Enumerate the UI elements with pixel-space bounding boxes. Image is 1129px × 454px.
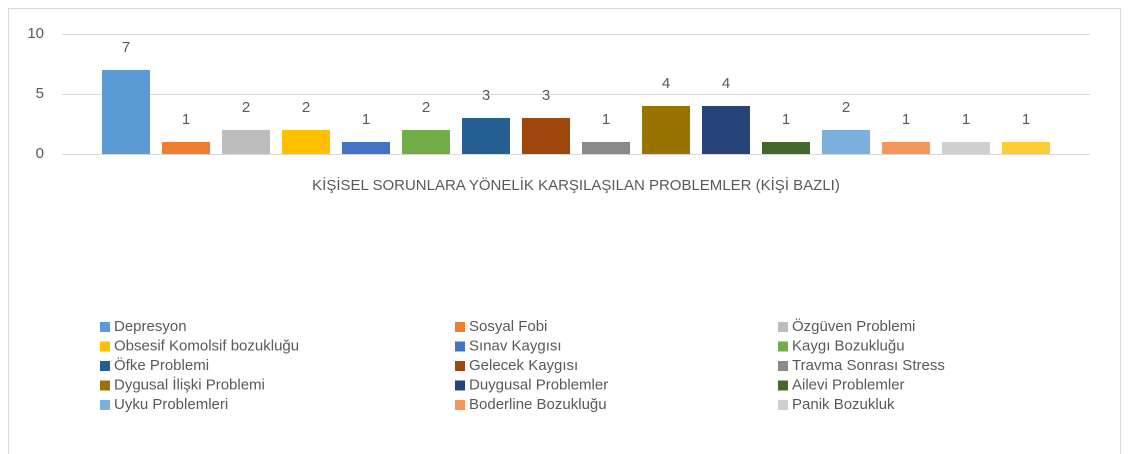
value-label: 2 (302, 99, 310, 116)
legend-swatch (455, 361, 465, 371)
legend-label: Gelecek Kaygısı (469, 357, 578, 374)
value-label: 2 (842, 99, 850, 116)
value-label: 1 (1022, 111, 1030, 128)
legend-label: Boderline Bozukluğu (469, 396, 607, 413)
bar (282, 130, 330, 154)
legend-label: Duygusal Problemler (469, 376, 608, 393)
bar (162, 142, 210, 154)
value-label: 7 (122, 39, 130, 56)
y-tick-label: 0 (36, 145, 44, 162)
bar (582, 142, 630, 154)
value-label: 2 (422, 99, 430, 116)
y-tick-label: 5 (36, 85, 44, 102)
legend-label: Sınav Kaygısı (469, 337, 562, 354)
bar (762, 142, 810, 154)
legend-label: Travma Sonrası Stress (792, 357, 945, 374)
legend-label: Kaygı Bozukluğu (792, 337, 905, 354)
bar (642, 106, 690, 154)
legend-label: Panik Bozukluk (792, 396, 895, 413)
bar (522, 118, 570, 154)
bar (702, 106, 750, 154)
bar (942, 142, 990, 154)
legend-label: Sosyal Fobi (469, 318, 547, 335)
legend-swatch (778, 380, 788, 391)
legend-swatch (778, 361, 788, 371)
value-label: 1 (962, 111, 970, 128)
legend-swatch (100, 380, 110, 391)
value-label: 2 (242, 99, 250, 116)
bar (462, 118, 510, 154)
legend-swatch (455, 322, 465, 332)
bar (1002, 142, 1050, 154)
value-label: 3 (542, 87, 550, 104)
legend-label: Ailevi Problemler (792, 376, 905, 393)
value-label: 3 (482, 87, 490, 104)
bar (882, 142, 930, 154)
bar (222, 130, 270, 154)
value-label: 4 (662, 75, 670, 92)
chart-frame (8, 8, 1121, 454)
bar (102, 70, 150, 154)
legend-swatch (455, 400, 465, 410)
legend-swatch (778, 322, 788, 332)
legend-label: Öfke Problemi (114, 356, 209, 374)
value-label: 1 (902, 111, 910, 128)
legend-swatch (100, 322, 110, 332)
legend-swatch (778, 341, 788, 352)
value-label: 1 (362, 111, 370, 128)
legend-swatch (100, 341, 110, 352)
legend-label: Depresyon (114, 318, 187, 335)
value-label: 4 (722, 75, 730, 92)
y-tick-label: 10 (27, 25, 44, 42)
value-label: 1 (782, 111, 790, 128)
bar (822, 130, 870, 154)
legend-swatch (455, 341, 465, 352)
legend-swatch (100, 361, 110, 371)
bar (402, 130, 450, 154)
x-tick-label: KİŞİSEL SORUNLARA YÖNELİK KARŞILAŞILAN P… (312, 176, 840, 194)
legend-label: Dygusal İlişki Problemi (114, 375, 265, 393)
bar (342, 142, 390, 154)
legend-swatch (100, 400, 110, 410)
value-label: 1 (182, 111, 190, 128)
legend-label: Özgüven Problemi (792, 317, 915, 335)
legend-swatch (778, 400, 788, 410)
legend-swatch (455, 380, 465, 391)
value-label: 1 (602, 111, 610, 128)
legend-label: Uyku Problemleri (114, 396, 228, 413)
legend-label: Obsesif Komolsif bozukluğu (114, 337, 299, 354)
